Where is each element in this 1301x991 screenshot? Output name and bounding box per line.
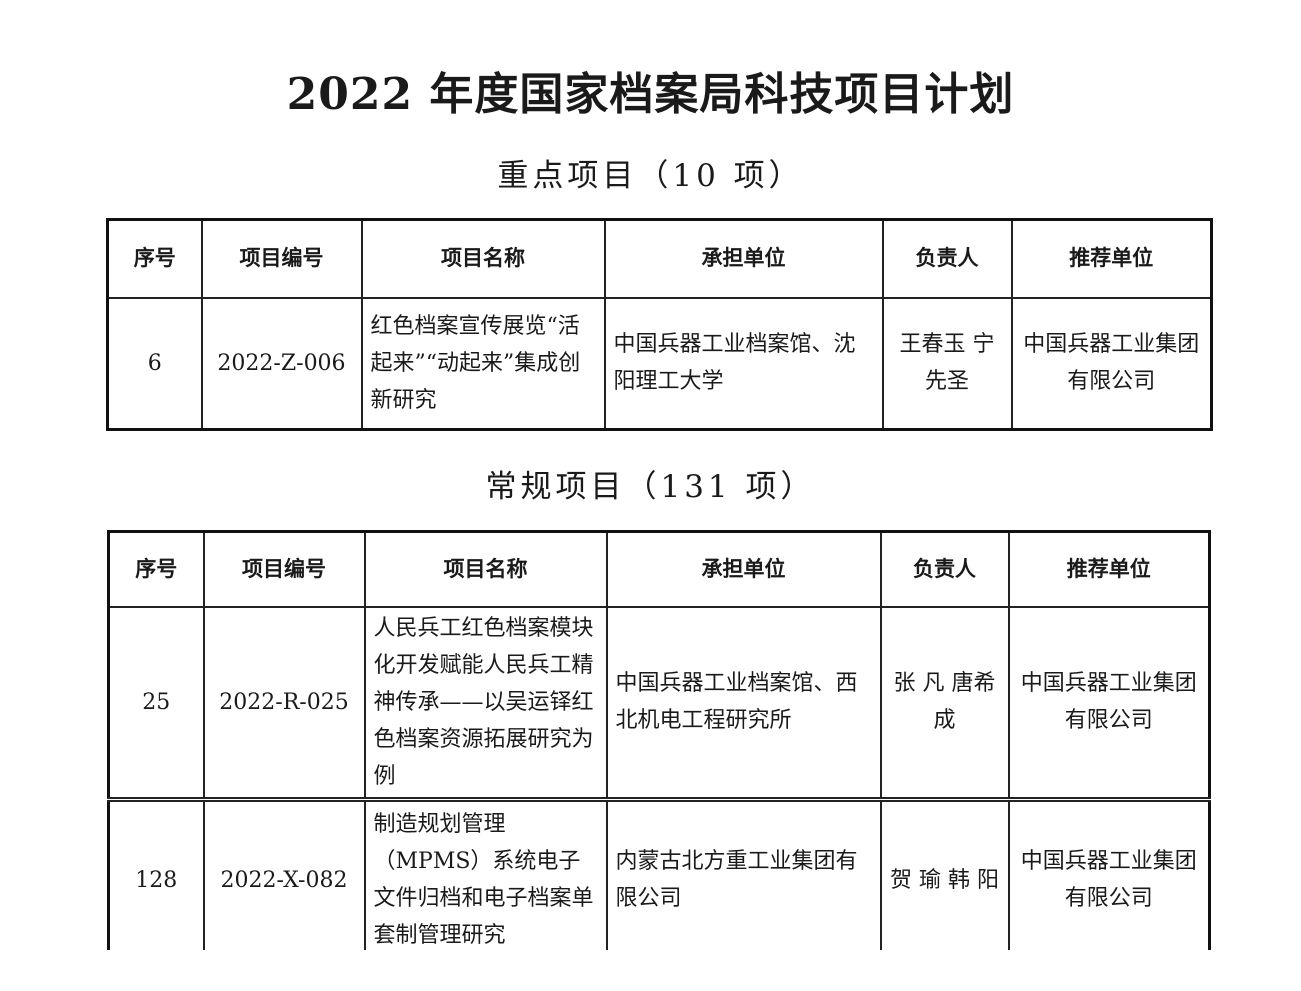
regular-section-heading: 常规项目（131 项）	[485, 469, 816, 505]
cell-code: 2022-Z-006	[200, 296, 363, 431]
regular-projects-table: 序号 项目编号 项目名称 承担单位 负责人 推荐单位 25 2022-R-025…	[107, 530, 1211, 961]
table-header-row: 序号 项目编号 项目名称 承担单位 负责人 推荐单位	[106, 218, 1213, 299]
col-header-name: 项目名称	[363, 530, 608, 608]
col-header-no: 序号	[106, 218, 203, 299]
col-header-name: 项目名称	[360, 218, 606, 299]
col-header-recommender: 推荐单位	[1010, 218, 1213, 299]
cell-code: 2022-X-082	[202, 798, 366, 961]
col-header-leader: 负责人	[881, 218, 1013, 299]
cell-recommender: 中国兵器工业集团有限公司	[1007, 798, 1211, 961]
cell-name: 人民兵工红色档案模块化开发赋能人民兵工精神传承——以吴运铎红色档案资源拓展研究为…	[363, 605, 608, 802]
cell-name: 红色档案宣传展览“活起来”“动起来”集成创新研究	[360, 296, 606, 431]
col-header-recommender: 推荐单位	[1007, 530, 1211, 608]
key-section-heading: 重点项目（10 项）	[497, 158, 804, 194]
col-header-unit: 承担单位	[603, 218, 884, 299]
cell-recommender: 中国兵器工业集团有限公司	[1010, 296, 1213, 431]
cell-no: 6	[106, 296, 203, 431]
cell-leader: 贺 瑜 韩 阳	[879, 798, 1010, 961]
col-header-code: 项目编号	[202, 530, 366, 608]
table-row: 6 2022-Z-006 红色档案宣传展览“活起来”“动起来”集成创新研究 中国…	[106, 296, 1213, 431]
table-row: 128 2022-X-082 制造规划管理（MPMS）系统电子文件归档和电子档案…	[107, 798, 1211, 961]
page-crop-edge	[0, 950, 1301, 991]
cell-code: 2022-R-025	[202, 605, 366, 802]
document-title: 2022 年度国家档案局科技项目计划	[286, 69, 1015, 120]
cell-unit: 中国兵器工业档案馆、西北机电工程研究所	[605, 605, 882, 802]
col-header-unit: 承担单位	[605, 530, 882, 608]
cell-unit: 内蒙古北方重工业集团有限公司	[605, 798, 882, 961]
key-projects-table: 序号 项目编号 项目名称 承担单位 负责人 推荐单位 6 2022-Z-006 …	[106, 218, 1213, 431]
col-header-leader: 负责人	[879, 530, 1010, 608]
table-row: 25 2022-R-025 人民兵工红色档案模块化开发赋能人民兵工精神传承——以…	[107, 605, 1211, 802]
cell-leader: 张 凡 唐希成	[879, 605, 1010, 802]
cell-no: 25	[107, 605, 205, 802]
col-header-code: 项目编号	[200, 218, 363, 299]
cell-leader: 王春玉 宁先圣	[881, 296, 1013, 431]
cell-name: 制造规划管理（MPMS）系统电子文件归档和电子档案单套制管理研究	[363, 798, 608, 961]
col-header-no: 序号	[107, 530, 205, 608]
cell-recommender: 中国兵器工业集团有限公司	[1007, 605, 1211, 802]
cell-unit: 中国兵器工业档案馆、沈阳理工大学	[603, 296, 884, 431]
table-header-row: 序号 项目编号 项目名称 承担单位 负责人 推荐单位	[107, 530, 1211, 608]
cell-no: 128	[107, 798, 205, 961]
